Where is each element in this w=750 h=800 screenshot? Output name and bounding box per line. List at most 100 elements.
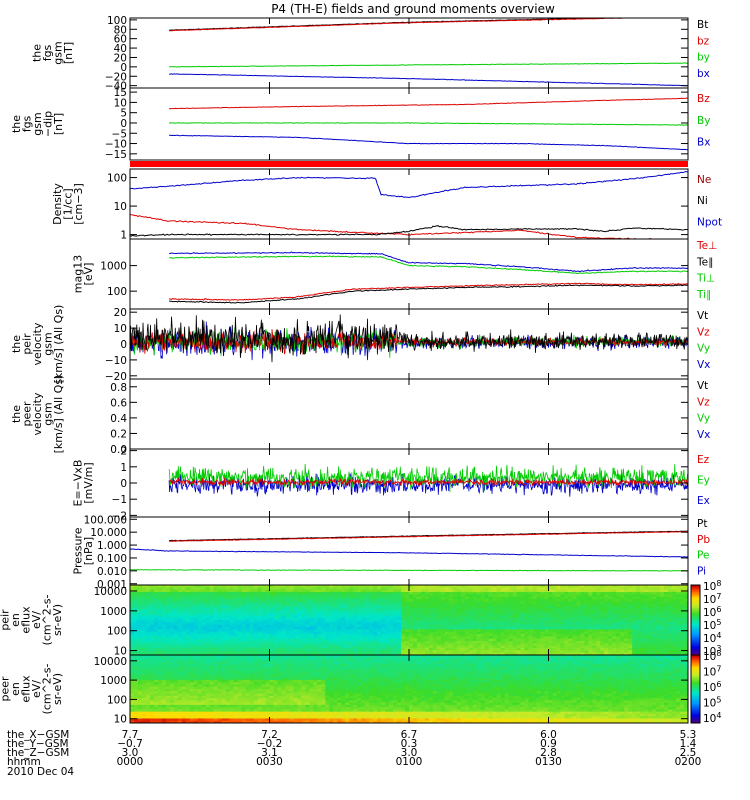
spectrogram-cell (412, 627, 418, 630)
spectrogram-cell (157, 601, 163, 605)
ylabel-line: the (10, 335, 23, 353)
spectrogram-cell (389, 622, 394, 626)
spectrogram-cell (349, 601, 354, 605)
spectrogram-cell (612, 599, 617, 602)
spectrogram-cell (197, 643, 203, 647)
spectrogram-cell (484, 599, 490, 602)
spectrogram-cell (516, 636, 522, 640)
spectrogram-cell (257, 624, 263, 628)
spectrogram-cell (596, 648, 601, 651)
spectrogram-cell (668, 594, 673, 598)
spectrogram-cell (620, 596, 625, 600)
spectrogram-cell (349, 589, 354, 593)
spectrogram-cell (137, 610, 143, 614)
spectrogram-cell (536, 608, 542, 612)
spectrogram-cell (532, 641, 538, 644)
spectrogram-cell (157, 700, 163, 704)
spectrogram-cell (612, 648, 617, 651)
spectrogram-cell (584, 603, 589, 607)
spectrogram-cell (157, 693, 163, 697)
spectrogram-cell (484, 594, 490, 598)
spectrogram-cell (325, 629, 330, 633)
spectrogram-cell (428, 650, 434, 654)
spectrogram-cell (141, 622, 147, 626)
spectrogram-cell (217, 596, 223, 600)
spectrogram-cell (540, 594, 546, 598)
spectrogram-cell (165, 679, 171, 683)
spectrogram-cell (197, 589, 203, 593)
spectrogram-cell (277, 599, 283, 602)
spectrogram-cell (157, 638, 163, 642)
spectrogram-cell (656, 608, 661, 612)
spectrogram-cell (269, 608, 275, 612)
spectrogram-cell (265, 629, 271, 633)
spectrogram-cell (576, 610, 581, 614)
spectrogram-cell (373, 645, 378, 649)
spectrogram-cell (297, 615, 302, 619)
spectrogram-cell (476, 641, 482, 644)
spectrogram-cell (684, 643, 688, 647)
spectrogram-cell (468, 645, 474, 649)
spectrogram-cell (616, 587, 621, 591)
spectrogram-cell (680, 652, 685, 655)
spectrogram-cell (560, 594, 566, 598)
spectrogram-cell (245, 596, 251, 600)
spectrogram-cell (377, 627, 382, 630)
spectrogram-cell (233, 631, 239, 635)
spectrogram-cell (636, 610, 641, 614)
spectrogram-cell (249, 585, 255, 588)
spectrogram-cell (149, 624, 155, 628)
spectrogram-cell (556, 592, 562, 595)
spectrogram-cell (632, 624, 637, 628)
spectrogram-cell (165, 713, 171, 717)
spectrogram-cell (165, 599, 171, 602)
spectrogram-cell (373, 620, 378, 623)
spectrogram-cell (564, 601, 570, 605)
spectrogram-cell (540, 620, 546, 623)
spectrogram-cell (420, 624, 426, 628)
spectrogram-cell (293, 634, 298, 637)
spectrogram-cell (397, 645, 402, 649)
spectrogram-cell (448, 603, 454, 607)
spectrogram-cell (476, 620, 482, 623)
spectrogram-cell (257, 594, 263, 598)
spectrogram-cell (452, 587, 458, 591)
spectrogram-cell (532, 585, 538, 588)
spectrogram-cell (169, 670, 175, 674)
colorbar-base: 10 (703, 607, 716, 619)
spectrogram-cell (305, 620, 310, 623)
spectrogram-cell (181, 615, 187, 619)
spectrogram-cell (448, 596, 454, 600)
spectrogram-cell (680, 631, 685, 635)
spectrogram-cell (664, 606, 669, 609)
spectrogram-cell (161, 652, 167, 655)
spectrogram-cell (393, 631, 398, 635)
spectrogram-cell (416, 629, 422, 633)
spectrogram-cell (141, 711, 147, 715)
spectrogram-cell (361, 636, 366, 640)
spectrogram-cell (217, 638, 223, 642)
spectrogram-cell (524, 629, 530, 633)
spectrogram-cell (416, 587, 422, 591)
spectrogram-cell (173, 617, 179, 621)
spectrogram-cell (273, 641, 279, 644)
spectrogram-cell (369, 587, 374, 591)
spectrogram-cell (528, 622, 534, 626)
spectrogram-cell (480, 592, 486, 595)
spectrogram-cell (149, 617, 155, 621)
spectrogram-cell (544, 652, 550, 655)
spectrogram-cell (337, 589, 342, 593)
spectrogram-cell (153, 713, 159, 717)
spectrogram-cell (249, 606, 255, 609)
spectrogram-cell (185, 606, 191, 609)
spectrogram-cell (213, 585, 219, 588)
spectrogram-cell (584, 634, 589, 637)
spectrogram-cell (600, 652, 605, 655)
spectrogram-cell (648, 589, 653, 593)
spectrogram-cell (524, 613, 530, 616)
spectrogram-cell (600, 615, 605, 619)
spectrogram-cell (217, 652, 223, 655)
spectrogram-cell (448, 627, 454, 630)
spectrogram-cell (552, 645, 558, 649)
spectrogram-cell (137, 704, 143, 708)
